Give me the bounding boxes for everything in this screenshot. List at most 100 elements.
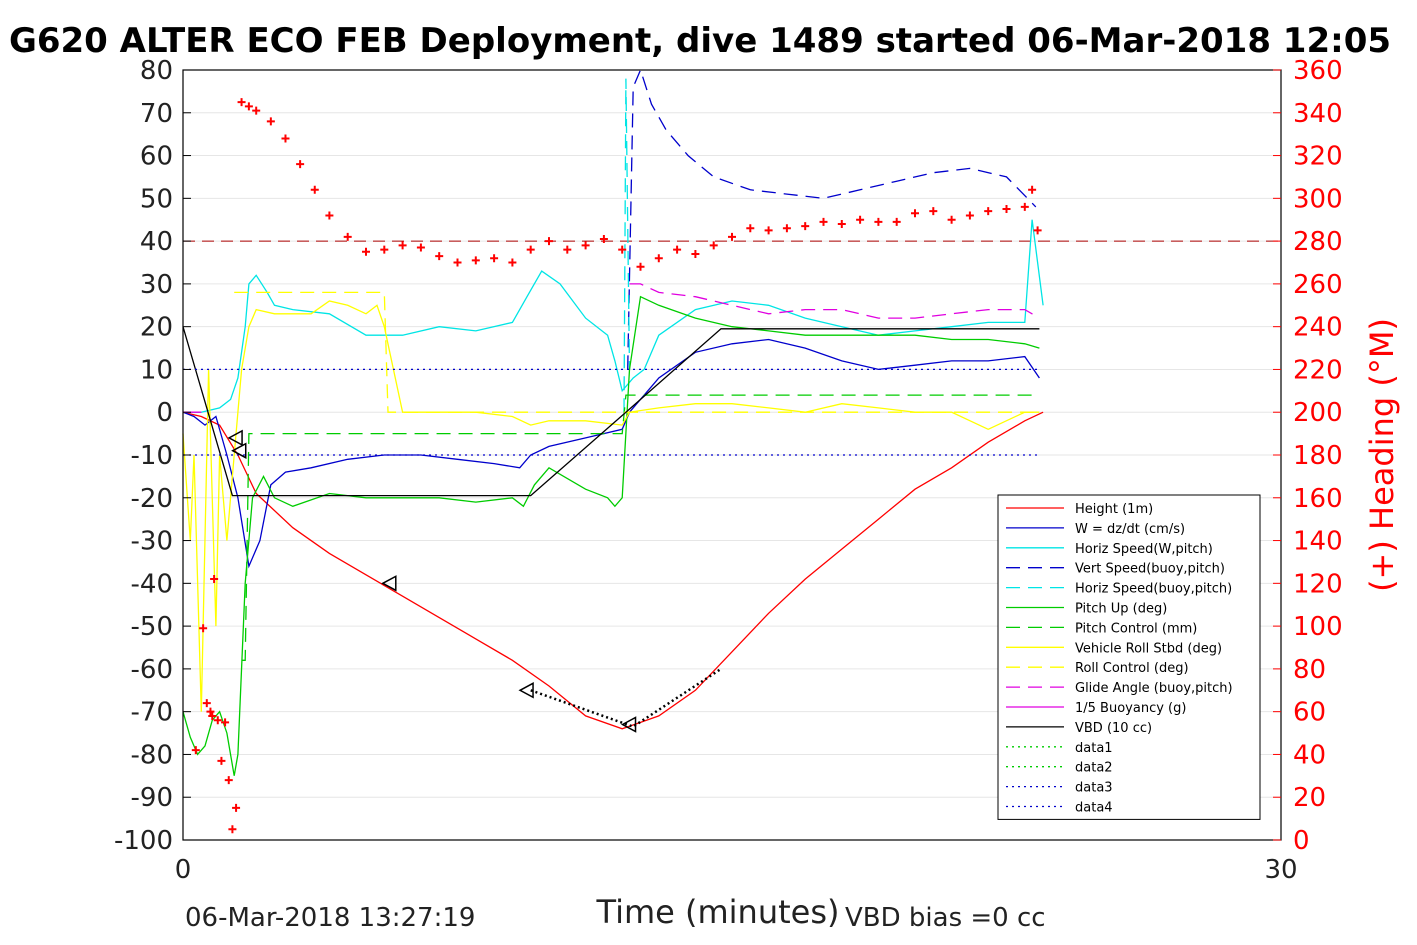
legend-label: Height (1m) [1075,502,1153,517]
left-tick-label: 30 [140,270,173,300]
heading-point [471,256,480,265]
heading-point [490,254,499,263]
series-glide-angle-buoy-pitch [629,283,1040,319]
heading-point [947,215,956,224]
left-tick-label: -60 [131,655,173,685]
legend-label: data2 [1075,761,1113,776]
footer-timestamp: 06-Mar-2018 13:27:19 [185,903,475,933]
series-roll-control-deg [234,291,1040,413]
legend-label: Horiz Speed(W,pitch) [1075,542,1213,557]
heading-point [296,160,305,169]
heading-point [892,217,901,226]
left-tick-label: -20 [131,484,173,514]
left-tick-label: 50 [140,184,173,214]
series-pitch-control-mm [241,394,1040,661]
heading-point [210,575,219,584]
heading-point [508,258,517,267]
left-tick-label: 20 [140,313,173,343]
right-tick-label: 120 [1293,569,1343,599]
heading-point [782,224,791,233]
right-tick-label: 160 [1293,484,1343,514]
glider-marker [227,429,243,447]
left-tick-label: 70 [140,99,173,129]
heading-point [929,207,938,216]
chart-title: G620 ALTER ECO FEB Deployment, dive 1489… [9,21,1391,61]
x-axis: 0 30 [175,855,1298,885]
x-axis-label: Time (minutes) [596,893,840,931]
heading-point [281,134,290,143]
left-tick-label: -100 [114,826,173,856]
series-vbd-10-cc [182,326,1040,497]
heading-point [984,207,993,216]
legend-box [997,494,1261,820]
heading-point [237,98,246,107]
left-tick-label: -70 [131,698,173,728]
heading-point [380,245,389,254]
heading-point [228,825,237,834]
heading-point [673,245,682,254]
series-height-dotted [530,667,722,729]
heading-point [1028,185,1037,194]
right-tick-label: 180 [1293,441,1343,471]
heading-point [545,237,553,246]
x-tick-label: 30 [1264,855,1297,885]
legend-label: data3 [1075,781,1113,796]
glider-marker [231,442,247,459]
legend-label: Pitch Up (deg) [1075,602,1167,617]
heading-point [618,245,627,254]
right-tick-label: 340 [1293,99,1343,129]
legend-label: Glide Angle (buoy,pitch) [1075,681,1233,696]
left-tick-label: -30 [131,527,173,557]
heading-point [1020,202,1029,211]
heading-point [526,245,535,254]
heading-point [199,624,208,633]
heading-point [266,117,275,126]
right-tick-label: 300 [1293,184,1343,214]
right-tick-label: 140 [1293,527,1343,557]
heading-point [221,718,230,727]
right-tick-label: 220 [1293,355,1343,385]
right-tick-label: 280 [1293,227,1343,257]
heading-point [232,803,241,812]
right-tick-label: 100 [1293,612,1343,642]
heading-point [244,102,253,111]
series-horiz-speed-buoy-pitch [623,78,631,413]
left-tick-label: 0 [156,398,173,428]
heading-point [599,234,608,243]
legend-label: W = dz/dt (cm/s) [1075,522,1185,537]
right-axis-label: (+) Heading (°M) [1363,318,1401,592]
left-tick-label: 10 [140,355,173,385]
right-tick-label: 40 [1293,740,1326,770]
x-tick-label: 0 [175,855,192,885]
heading-point [856,215,865,224]
right-tick-label: 240 [1293,313,1343,343]
heading-point [213,716,222,725]
series-vert-speed-buoy-pitch [627,68,1037,370]
heading-point [728,232,736,241]
left-tick-label: 60 [140,142,173,172]
legend-label: Horiz Speed(buoy,pitch) [1075,582,1232,597]
heading-point [362,247,370,256]
heading-point [1002,205,1011,214]
heading-point [325,211,334,220]
heading-point [581,241,590,250]
heading-point [310,185,319,194]
heading-point [837,220,846,228]
heading-point [1033,226,1042,235]
left-tick-label: -10 [131,441,173,471]
heading-point [191,746,200,755]
heading-point [206,707,215,716]
right-tick-label: 320 [1293,142,1343,172]
marker-group [191,98,1042,834]
glider-marker [518,682,534,699]
right-tick-label: 200 [1293,398,1343,428]
heading-point [453,258,462,267]
heading-point [965,211,974,220]
series-vehicle-roll-stbd-deg [182,300,1040,712]
heading-point [911,209,919,218]
heading-point [208,711,217,720]
heading-point [874,217,883,226]
right-tick-label: 360 [1293,56,1343,86]
series-group [182,68,1281,776]
